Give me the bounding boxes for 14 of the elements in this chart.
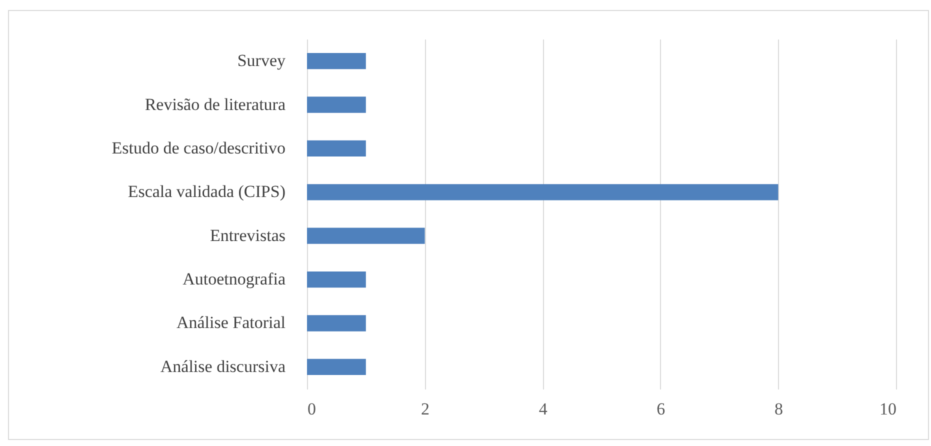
y-tick-label: Análise discursiva	[160, 356, 286, 376]
y-tick-label: Revisão de literatura	[144, 94, 286, 114]
x-tick-label: 8	[774, 400, 783, 418]
y-tick-label: Survey	[237, 51, 286, 70]
y-tick-label: Estudo de caso/descritivo	[112, 138, 286, 158]
x-tick-label: 6	[656, 400, 666, 418]
x-tick-label: 0	[308, 400, 316, 418]
y-tick-label: Autoetnografia	[182, 270, 286, 289]
y-tick-label: Análise Fatorial	[176, 313, 286, 332]
x-tick-label: 10	[880, 400, 896, 418]
x-tick-label: 4	[538, 400, 548, 418]
y-tick-label: Escala validada (CIPS)	[128, 182, 286, 202]
y-tick-label: Entrevistas	[210, 226, 286, 245]
x-tick-label: 2	[421, 400, 430, 418]
